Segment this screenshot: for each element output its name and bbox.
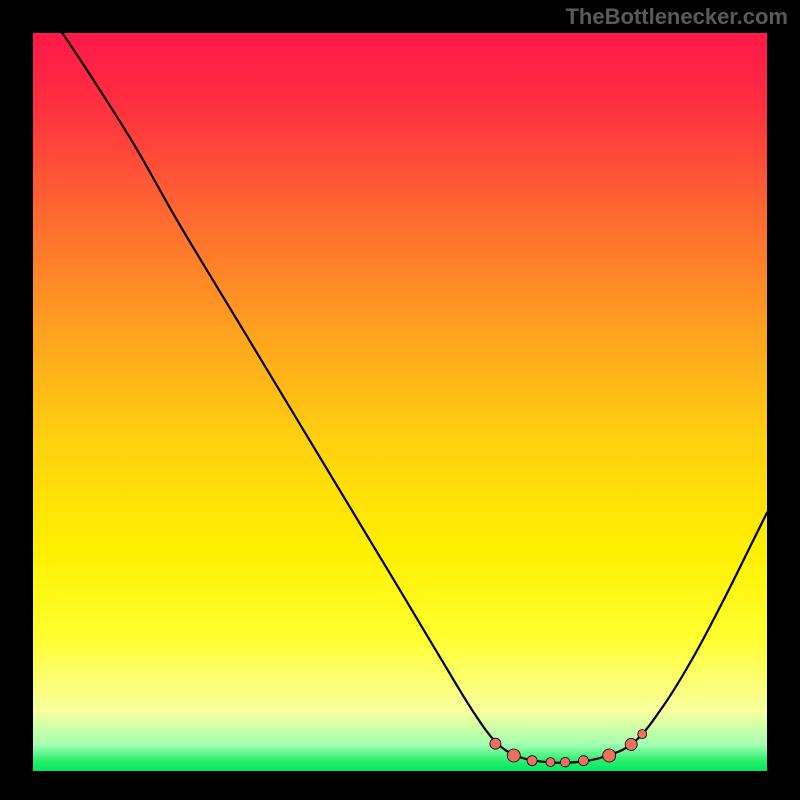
curve-marker (546, 758, 555, 767)
gradient-background (33, 33, 767, 771)
curve-marker (560, 757, 570, 767)
chart-canvas: TheBottlenecker.com (0, 0, 800, 800)
watermark-text: TheBottlenecker.com (565, 4, 788, 30)
plot-area (33, 33, 767, 771)
curve-marker (625, 738, 637, 750)
curve-marker (638, 730, 647, 739)
curve-marker (603, 749, 616, 762)
curve-marker (579, 756, 589, 766)
plot-svg (33, 33, 767, 771)
curve-marker (507, 749, 520, 762)
curve-marker (527, 756, 537, 766)
curve-marker (490, 738, 501, 749)
